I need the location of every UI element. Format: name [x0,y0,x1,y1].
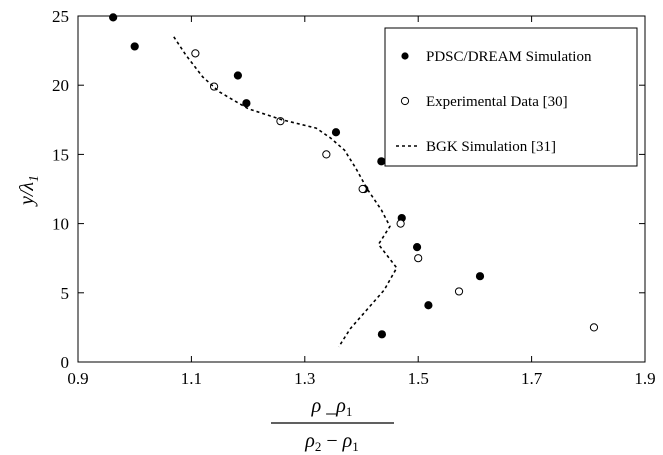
plot-frame [77,15,646,363]
x-axis: 0.9 1.1 1.3 1.5 1.7 1.9 [67,16,656,388]
y-axis-label: y/λ1 [16,175,42,207]
y-tick-label: 20 [52,76,69,95]
bgk-simulation-line [173,36,398,348]
x-axis-label-numerator: ρ _ρ1 [311,395,353,419]
pdsc-point [331,128,341,137]
experimental-point [322,150,331,159]
x-tick-label: 1.7 [521,369,543,388]
x-tick-label: 1.9 [634,369,655,388]
series-layer [109,13,599,348]
x-tick-label: 0.9 [67,369,88,388]
legend-label-pdsc: PDSC/DREAM Simulation [426,49,592,65]
experimental-point [414,254,423,263]
x-axis-label: ρ _ρ1 ρ2 − ρ1 [271,395,394,454]
legend-marker-pdsc [401,52,409,60]
series-1 [191,49,599,332]
pdsc-point [475,272,485,281]
legend-label-bgk: BGK Simulation [31] [426,139,556,155]
x-tick-label: 1.3 [294,369,315,388]
pdsc-point [242,99,251,108]
experimental-point [396,219,405,228]
pdsc-point [377,330,387,339]
legend: PDSC/DREAM Simulation Experimental Data … [384,27,638,167]
x-tick-label: 1.1 [181,369,202,388]
pdsc-point [377,157,386,166]
legend-marker-experimental [400,96,410,106]
experimental-point [358,184,367,194]
y-axis: 0 5 10 15 20 25 [52,7,645,372]
pdsc-point [412,243,422,252]
y-tick-label: 10 [52,215,69,234]
y-tick-label: 5 [61,284,70,303]
experimental-point [454,287,464,296]
experimental-point [191,49,200,58]
y-tick-label: 15 [52,145,69,164]
pdsc-point [130,42,139,51]
series-2 [173,36,398,348]
plot-area [77,15,646,363]
pdsc-point [233,71,242,80]
y-tick-label: 0 [61,353,70,372]
y-tick-label: 25 [52,7,69,26]
experimental-point [589,323,599,332]
legend-frame [384,27,638,167]
x-axis-label-denominator: ρ2 − ρ1 [304,430,359,454]
x-tick-label: 1.5 [408,369,429,388]
legend-label-experimental: Experimental Data [30] [426,94,568,110]
series-0 [109,13,485,339]
pdsc-point [424,301,433,310]
pdsc-point [109,13,118,22]
